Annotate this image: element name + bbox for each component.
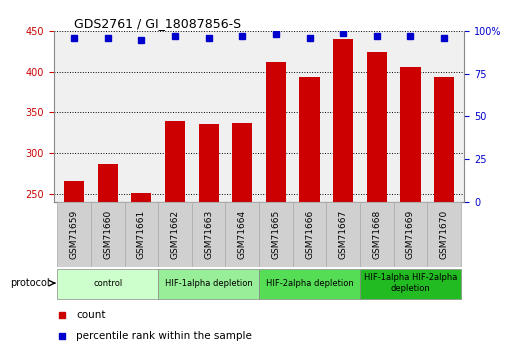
Bar (360, 202, 393, 267)
Bar (326, 202, 360, 267)
Bar (199, 124, 219, 345)
Text: GSM71665: GSM71665 (271, 210, 281, 259)
Bar (367, 52, 387, 345)
Bar (300, 77, 320, 345)
Text: GSM71663: GSM71663 (204, 210, 213, 259)
Bar (293, 202, 326, 267)
Text: GSM71670: GSM71670 (440, 210, 448, 259)
Text: HIF-1alpha HIF-2alpha
depletion: HIF-1alpha HIF-2alpha depletion (364, 273, 457, 293)
Bar (158, 269, 259, 298)
Text: GSM71664: GSM71664 (238, 210, 247, 259)
Text: GSM71667: GSM71667 (339, 210, 348, 259)
Text: GSM71659: GSM71659 (70, 210, 78, 259)
Bar (360, 269, 461, 298)
Text: GSM71668: GSM71668 (372, 210, 381, 259)
Bar (91, 202, 125, 267)
Text: GSM71669: GSM71669 (406, 210, 415, 259)
Bar (333, 39, 353, 345)
Text: HIF-2alpha depletion: HIF-2alpha depletion (266, 279, 353, 288)
Text: GSM71660: GSM71660 (103, 210, 112, 259)
Bar (57, 202, 91, 267)
Bar (57, 269, 158, 298)
Text: HIF-1alpha depletion: HIF-1alpha depletion (165, 279, 252, 288)
Bar (259, 269, 360, 298)
Text: GSM71666: GSM71666 (305, 210, 314, 259)
Bar (259, 202, 293, 267)
Bar (400, 67, 421, 345)
Bar (165, 120, 185, 345)
Text: GSM71661: GSM71661 (137, 210, 146, 259)
Bar (158, 202, 192, 267)
Bar (64, 181, 84, 345)
Text: control: control (93, 279, 122, 288)
Text: GDS2761 / GI_18087856-S: GDS2761 / GI_18087856-S (74, 17, 242, 30)
Text: protocol: protocol (10, 278, 50, 288)
Bar (434, 77, 454, 345)
Bar (97, 164, 118, 345)
Bar (393, 202, 427, 267)
Bar (266, 62, 286, 345)
Text: percentile rank within the sample: percentile rank within the sample (76, 331, 252, 341)
Text: count: count (76, 310, 106, 320)
Bar (225, 202, 259, 267)
Bar (232, 123, 252, 345)
Bar (427, 202, 461, 267)
Bar (125, 202, 158, 267)
Bar (131, 193, 151, 345)
Text: GSM71662: GSM71662 (170, 210, 180, 259)
Bar (192, 202, 225, 267)
